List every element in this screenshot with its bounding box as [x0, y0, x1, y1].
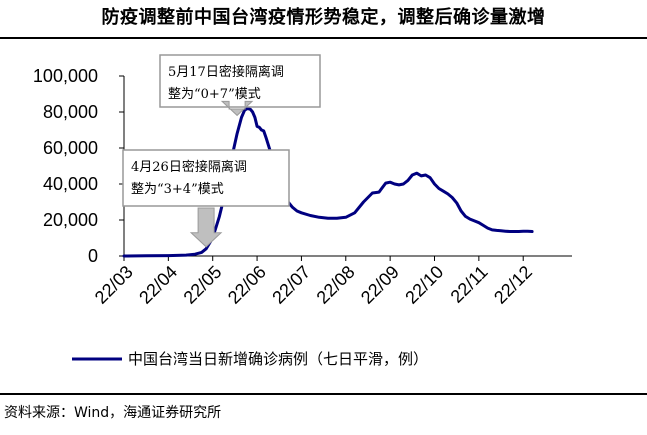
x-axis: 22/0322/0422/0522/0622/0722/0822/0922/10… [91, 255, 572, 308]
legend: 中国台湾当日新增确诊病例（七日平滑，例） [72, 350, 428, 368]
legend-label: 中国台湾当日新增确诊病例（七日平滑，例） [128, 350, 428, 368]
x-tick-label: 22/04 [135, 262, 181, 308]
annotation-line2: 整为“0+7”模式 [168, 87, 261, 102]
source-rule [0, 393, 647, 395]
chart-title: 防疫调整前中国台湾疫情形势稳定，调整后确诊量激增 [101, 7, 546, 28]
x-tick-label: 22/09 [357, 262, 403, 308]
series-layer [122, 106, 534, 258]
y-tick-label: 40,000 [43, 174, 98, 194]
y-tick-label: 0 [88, 246, 98, 266]
x-tick-label: 22/06 [224, 262, 270, 308]
x-tick-label: 22/03 [91, 262, 137, 308]
annotation-arrow [189, 207, 223, 248]
annotation-line2: 整为“3+4”模式 [131, 182, 224, 197]
y-tick-label: 100,000 [33, 66, 98, 86]
y-tick-label: 60,000 [43, 138, 98, 158]
y-tick-label: 20,000 [43, 210, 98, 230]
x-tick-label: 22/07 [268, 262, 314, 308]
x-tick-label: 22/08 [313, 262, 359, 308]
y-tick-label: 80,000 [43, 102, 98, 122]
x-tick-label: 22/10 [401, 262, 447, 308]
annotation-line1: 5月17日密接隔离调 [168, 64, 284, 80]
annotation-box [159, 54, 321, 108]
annotation-arrow [220, 100, 254, 117]
x-tick-label: 22/05 [180, 262, 226, 308]
annotation-line1: 4月26日密接隔离调 [131, 159, 247, 175]
source-note: 资料来源：Wind，海通证券研究所 [4, 405, 222, 421]
y-axis: 0 20,000 40,000 60,000 80,000 100,000 [33, 66, 125, 266]
annotation-box [122, 149, 290, 207]
series-line [122, 106, 534, 258]
title-rule [0, 37, 647, 39]
x-tick-label: 22/12 [490, 262, 536, 308]
x-tick-label: 22/11 [447, 262, 492, 307]
